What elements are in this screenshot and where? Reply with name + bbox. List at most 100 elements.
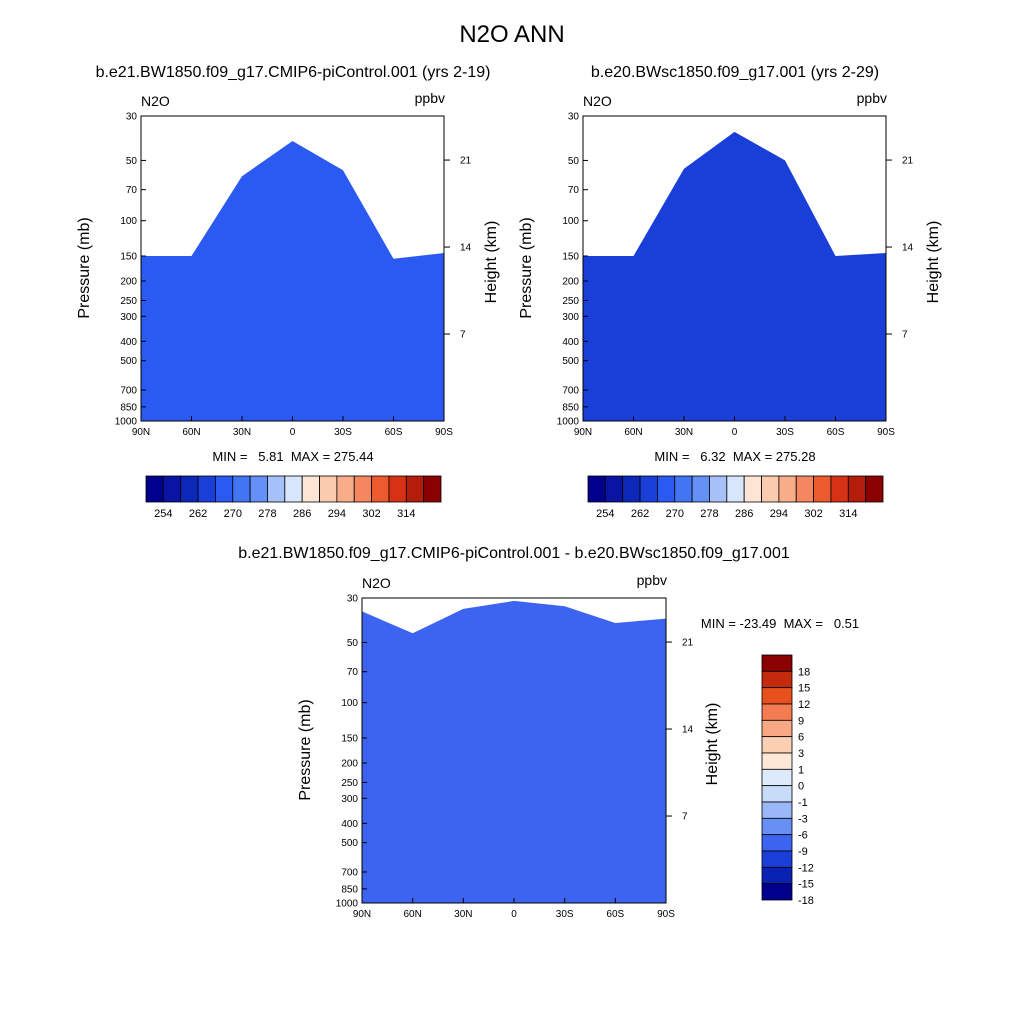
panel-1-colorbar-box <box>284 475 303 503</box>
panel-2-colorbar-box <box>847 475 867 503</box>
panel-1-xtick-label: 60S <box>385 427 403 438</box>
panel-3-colorbar-box <box>761 752 793 770</box>
panel-2-colorbar-box <box>830 475 849 503</box>
panel-1-xtick-label: 90S <box>435 427 453 438</box>
panel-1-colorbar-label: 254 <box>154 508 172 520</box>
panel-2-axes: 3050701001502002503004005007008501000211… <box>557 112 914 439</box>
panel-1-ytick-label: 700 <box>120 385 137 396</box>
panel-2-colorbar-box <box>709 475 728 503</box>
panel-1-axes: 3050701001502002503004005007008501000211… <box>115 112 472 439</box>
panel-1-y2label: Height (km) <box>483 221 500 304</box>
panel-1-colorbar-box <box>353 475 372 503</box>
panel-2-subtitle: b.e20.BWsc1850.f09_g17.001 (yrs 2-29) <box>591 64 879 81</box>
panel-1-subtitle: b.e21.BW1850.f09_g17.CMIP6-piControl.001… <box>96 64 491 81</box>
panel-3-y2tick-label: 7 <box>682 812 688 823</box>
panel-2-ytick-label: 70 <box>568 185 580 196</box>
panel-2-colorbar-box <box>795 475 814 503</box>
panel-3-ytick-label: 200 <box>341 759 358 770</box>
panel-2-colorbar-box <box>604 475 624 503</box>
panel-3-xtick-label: 60S <box>606 909 624 920</box>
panel-3-colorbar-box <box>761 768 793 787</box>
panel-1-colorbar-box <box>267 475 286 503</box>
panel-1-colorbar-box <box>301 475 320 503</box>
panel-1-contour-band-5 <box>141 141 444 421</box>
panel-3-ytick-label: 700 <box>341 867 358 878</box>
figure-title: N2O ANN <box>459 21 564 48</box>
panel-1-colorbar-label: 262 <box>189 508 207 520</box>
panel-2-colorbar-box <box>778 475 797 503</box>
panel-1-xtick-label: 0 <box>290 427 296 438</box>
panel-3-y2tick-label: 21 <box>682 638 694 649</box>
panel-2-ylabel: Pressure (mb) <box>518 217 535 318</box>
panel-3-y2label: Height (km) <box>704 703 721 786</box>
panel-3-colorbar-label: -3 <box>798 813 808 825</box>
panel-3-xtick-label: 0 <box>511 909 517 920</box>
panel-2-colorbar-label: 314 <box>839 508 857 520</box>
panel-3-colorbar-label: 12 <box>798 699 810 711</box>
panel-2-colorbar-box <box>622 475 641 503</box>
panel-3-colorbar-box <box>761 883 793 901</box>
panel-3-colorbar-label: 3 <box>798 748 804 760</box>
panel-1-xtick-label: 60N <box>182 427 200 438</box>
panel-2-colorbar-label: 286 <box>735 508 753 520</box>
panel-2-xtick-label: 90S <box>877 427 895 438</box>
panel-3-ytick-label: 400 <box>341 819 358 830</box>
panel-1-xtick-label: 30N <box>233 427 251 438</box>
panel-2-y2tick-label: 21 <box>902 156 914 167</box>
panel-3-xtick-label: 60N <box>403 909 421 920</box>
panel-3-ytick-label: 150 <box>341 733 358 744</box>
panel-2-colorbar-label: 278 <box>700 508 718 520</box>
panel-1-left-label: N2O <box>141 93 170 109</box>
panel-3: b.e21.BW1850.f09_g17.CMIP6-piControl.001… <box>238 545 859 920</box>
panel-1-ytick-label: 200 <box>120 277 137 288</box>
panel-1-xtick-label: 30S <box>334 427 352 438</box>
panel-3-colorbar-box <box>761 670 793 689</box>
panel-3-ytick-label: 250 <box>341 778 358 789</box>
panel-2-ytick-label: 300 <box>562 312 579 323</box>
panel-3-colorbar-box <box>761 654 793 672</box>
panel-1: b.e21.BW1850.f09_g17.CMIP6-piControl.001… <box>76 64 500 520</box>
panel-2-colorbar-box <box>691 475 710 503</box>
panel-3-contour-band-5 <box>362 600 666 903</box>
panel-1-colorbar-label: 278 <box>258 508 276 520</box>
panel-2-colorbar-label: 254 <box>596 508 614 520</box>
panel-2-contour-field <box>583 131 886 422</box>
panel-1-colorbar-label: 286 <box>293 508 311 520</box>
panel-2-xtick-label: 0 <box>732 427 738 438</box>
panel-2-ytick-label: 500 <box>562 356 579 367</box>
panel-2-ytick-label: 400 <box>562 337 579 348</box>
panel-3-axes: 3050701001502002503004005007008501000211… <box>336 594 694 921</box>
panel-1-ytick-label: 30 <box>126 112 138 123</box>
panel-3-ylabel: Pressure (mb) <box>297 699 314 800</box>
panel-2-colorbar-label: 294 <box>770 508 788 520</box>
panel-1-colorbar-box <box>215 475 234 503</box>
panel-3-colorbar-box <box>761 834 793 852</box>
panel-2-xtick-label: 30S <box>776 427 794 438</box>
panel-3-ytick-label: 1000 <box>336 899 359 910</box>
panel-2-colorbar-box <box>639 475 658 503</box>
panel-3-ytick-label: 300 <box>341 794 358 805</box>
panel-1-xtick-label: 90N <box>132 427 150 438</box>
panel-1-colorbar-box <box>371 475 390 503</box>
panel-3-left-label: N2O <box>362 575 391 591</box>
panel-1-colorbar-box <box>388 475 407 503</box>
panel-1-ytick-label: 1000 <box>115 417 138 428</box>
panel-3-ytick-label: 50 <box>347 638 359 649</box>
panel-3-colorbar-label: -1 <box>798 797 808 809</box>
panel-2-colorbar: 254 262 270 278 286 294 302 314 <box>587 475 884 520</box>
panel-1-colorbar-box <box>423 475 442 503</box>
panel-1-ytick-label: 300 <box>120 312 137 323</box>
panel-1-colorbar-box <box>319 475 338 503</box>
panel-3-right-label: ppbv <box>637 572 667 588</box>
panel-3-colorbar: 18 15 12 9 6 3 1 0 -1 -3 -6 -9 -12 -15 -18 <box>761 654 814 907</box>
panel-2-colorbar-box <box>674 475 693 503</box>
panel-3-contour-field <box>362 600 666 903</box>
panel-3-colorbar-box <box>761 687 793 705</box>
panel-1-stats: MIN = 5.81 MAX = 275.44 <box>212 449 373 464</box>
panel-2-colorbar-box <box>726 475 745 503</box>
panel-2-colorbar-box <box>657 475 676 503</box>
panel-1-y2tick-label: 21 <box>460 156 472 167</box>
panel-3-colorbar-box <box>761 785 793 803</box>
panel-1-colorbar-label: 314 <box>397 508 415 520</box>
